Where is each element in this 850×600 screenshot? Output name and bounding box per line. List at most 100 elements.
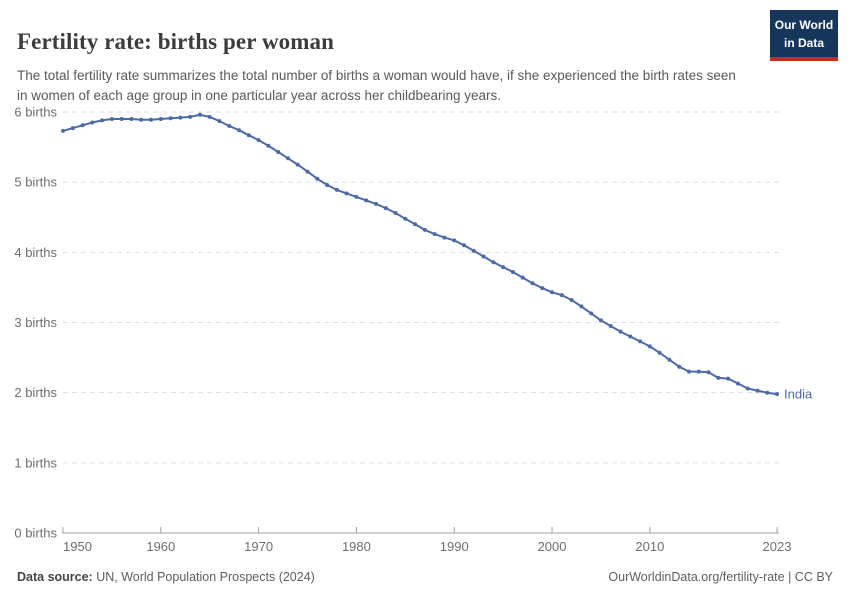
data-point[interactable] xyxy=(305,169,310,174)
data-point[interactable] xyxy=(657,350,662,355)
data-point[interactable] xyxy=(775,392,779,397)
data-point[interactable] xyxy=(403,216,408,221)
data-point[interactable] xyxy=(413,222,418,227)
y-axis-tick-label: 4 births xyxy=(14,245,57,260)
data-point[interactable] xyxy=(706,370,711,375)
data-point[interactable] xyxy=(569,298,574,302)
line-chart[interactable]: 0 births 1 births 2 births 3 births 4 births… xyxy=(0,95,850,565)
data-point[interactable] xyxy=(276,150,281,154)
data-point[interactable] xyxy=(70,126,75,131)
data-point[interactable] xyxy=(129,117,134,121)
data-source-note: Data source: UN, World Population Prospe… xyxy=(17,570,315,584)
data-point[interactable] xyxy=(168,116,173,121)
data-point[interactable] xyxy=(530,281,535,286)
data-point[interactable] xyxy=(139,117,144,122)
data-point[interactable] xyxy=(149,117,153,122)
y-axis-tick-label: 3 births xyxy=(14,315,57,330)
owid-logo[interactable]: Our World in Data xyxy=(770,10,838,61)
data-point[interactable] xyxy=(491,260,496,265)
data-point[interactable] xyxy=(227,124,232,128)
data-point[interactable] xyxy=(735,381,740,386)
data-point[interactable] xyxy=(286,156,290,161)
data-point[interactable] xyxy=(119,117,124,121)
y-axis-tick-label: 5 births xyxy=(14,175,57,190)
data-point[interactable] xyxy=(452,238,457,243)
chart-subtitle: The total fertility rate summarizes the … xyxy=(17,67,736,103)
data-point[interactable] xyxy=(90,120,95,125)
data-point[interactable] xyxy=(520,275,525,280)
data-point[interactable] xyxy=(266,143,271,148)
data-point[interactable] xyxy=(559,293,564,298)
data-point[interactable] xyxy=(344,191,349,196)
data-point[interactable] xyxy=(295,162,300,167)
data-point[interactable] xyxy=(510,270,515,274)
data-point[interactable] xyxy=(755,388,760,393)
credit-link[interactable]: OurWorldinData.org/fertility-rate | CC B… xyxy=(608,570,833,584)
x-axis-tick-label: 1950 xyxy=(63,539,92,554)
data-point[interactable] xyxy=(374,201,378,206)
data-point[interactable] xyxy=(256,138,261,143)
data-point[interactable] xyxy=(442,235,447,240)
data-point[interactable] xyxy=(765,390,770,395)
data-point[interactable] xyxy=(158,117,163,121)
data-point[interactable] xyxy=(608,324,613,328)
data-point[interactable] xyxy=(540,286,545,291)
data-point[interactable] xyxy=(100,118,105,123)
data-point[interactable] xyxy=(246,133,251,138)
entity-label[interactable]: India xyxy=(784,387,813,402)
data-point[interactable] xyxy=(325,183,330,187)
data-point[interactable] xyxy=(237,128,242,133)
data-point[interactable] xyxy=(696,369,701,374)
data-point[interactable] xyxy=(207,114,212,119)
chart-footer: Data source: UN, World Population Prospe… xyxy=(0,566,850,592)
x-axis-tick-label: 1990 xyxy=(440,539,469,554)
data-point[interactable] xyxy=(354,194,359,199)
data-point[interactable] xyxy=(383,206,388,211)
y-axis-tick-label: 6 births xyxy=(14,105,57,120)
data-point[interactable] xyxy=(188,114,193,119)
data-point[interactable] xyxy=(667,357,672,362)
data-line-india[interactable] xyxy=(62,113,778,396)
data-point[interactable] xyxy=(501,265,506,270)
data-source-value: UN, World Population Prospects (2024) xyxy=(92,570,315,584)
chart-canvas[interactable]: 0 births 1 births 2 births 3 births 4 births… xyxy=(0,95,850,565)
data-point[interactable] xyxy=(80,123,85,128)
owid-logo-line2: in Data xyxy=(783,36,824,50)
x-axis-tick-label: 1980 xyxy=(342,539,371,554)
data-point[interactable] xyxy=(589,311,594,316)
x-axis-tick-label: 2010 xyxy=(635,539,664,554)
data-point[interactable] xyxy=(481,254,486,259)
data-point[interactable] xyxy=(364,198,369,203)
data-point[interactable] xyxy=(647,344,652,349)
data-point[interactable] xyxy=(550,290,554,295)
y-axis-tick-label: 1 births xyxy=(14,455,57,470)
data-point[interactable] xyxy=(471,248,476,253)
data-point[interactable] xyxy=(687,369,691,374)
data-point[interactable] xyxy=(618,329,623,334)
data-point[interactable] xyxy=(432,232,437,237)
x-axis-tick-label: 2023 xyxy=(763,539,792,554)
data-point[interactable] xyxy=(745,386,750,391)
data-point[interactable] xyxy=(598,318,603,323)
data-point[interactable] xyxy=(422,227,427,232)
data-point[interactable] xyxy=(178,115,183,120)
data-point[interactable] xyxy=(579,304,584,309)
y-axis-tick-label: 2 births xyxy=(14,385,57,400)
data-point[interactable] xyxy=(726,376,731,381)
data-point[interactable] xyxy=(638,339,643,344)
data-point[interactable] xyxy=(393,211,398,215)
data-point[interactable] xyxy=(315,176,320,181)
data-point[interactable] xyxy=(462,243,466,248)
chart-title: Fertility rate: births per woman xyxy=(17,29,335,55)
data-point[interactable] xyxy=(109,117,114,121)
data-point[interactable] xyxy=(197,112,202,117)
x-axis-tick-label: 2000 xyxy=(538,539,567,554)
data-point[interactable] xyxy=(217,119,222,124)
data-point[interactable] xyxy=(677,364,682,369)
data-point[interactable] xyxy=(628,334,633,339)
data-point[interactable] xyxy=(61,128,65,133)
owid-logo-line1: Our World xyxy=(774,18,834,32)
x-axis-tick-label: 1960 xyxy=(146,539,175,554)
data-point[interactable] xyxy=(334,187,339,192)
data-point[interactable] xyxy=(716,375,721,380)
